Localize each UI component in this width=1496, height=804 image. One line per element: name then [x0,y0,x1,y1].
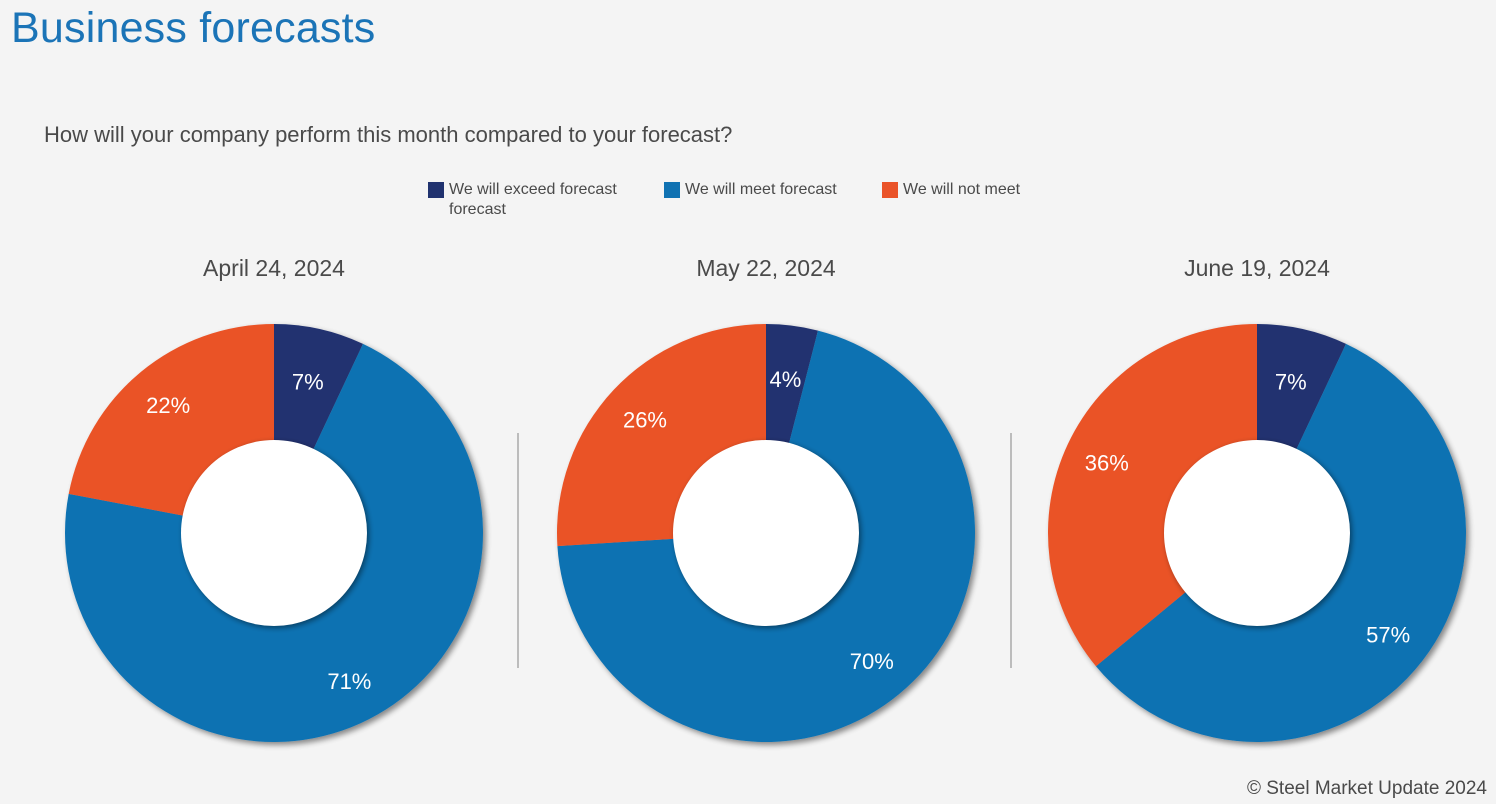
data-label-we-will-exceed-forecast-forecast: 4% [770,367,802,392]
chart-title: June 19, 2024 [1184,255,1330,281]
donut-hole [181,440,367,626]
donut-chart-june-19-2024: June 19, 2024 7% 57% 36% [1048,255,1466,742]
data-label-we-will-not-meet: 26% [623,407,667,432]
donut-hole [1164,440,1350,626]
legend-item-not-meet: We will not meet [882,180,1020,200]
data-label-we-will-meet-forecast: 57% [1366,623,1410,648]
chart-title: April 24, 2024 [203,255,345,281]
legend-label-exceed: We will exceed forecast forecast [449,181,617,218]
legend-swatch-not-meet [882,182,898,198]
legend-label-not-meet: We will not meet [903,181,1021,198]
legend-label-meet: We will meet forecast [685,181,837,198]
donut-hole [673,440,859,626]
page-title: Business forecasts [11,4,376,52]
copyright-notice: © Steel Market Update 2024 [1246,778,1487,799]
chart-title: May 22, 2024 [696,255,836,281]
legend-swatch-exceed [428,182,444,198]
chart-subtitle: How will your company perform this month… [44,122,733,147]
slice-we-will-not-meet [1048,324,1257,667]
data-label-we-will-not-meet: 22% [146,393,190,418]
data-label-we-will-exceed-forecast-forecast: 7% [1275,370,1307,395]
legend: We will exceed forecast forecast We will… [0,180,1496,230]
data-label-we-will-not-meet: 36% [1085,450,1129,475]
data-label-we-will-meet-forecast: 70% [850,649,894,674]
legend-item-exceed: We will exceed forecast forecast [428,180,634,220]
data-label-we-will-meet-forecast: 71% [327,669,371,694]
legend-swatch-meet [664,182,680,198]
legend-item-meet: We will meet forecast [664,180,837,200]
data-label-we-will-exceed-forecast-forecast: 7% [292,370,324,395]
donut-chart-april-24-2024: April 24, 2024 7% 71% 22% [65,255,483,742]
donut-chart-may-22-2024: May 22, 2024 4% 70% 26% [556,255,975,743]
